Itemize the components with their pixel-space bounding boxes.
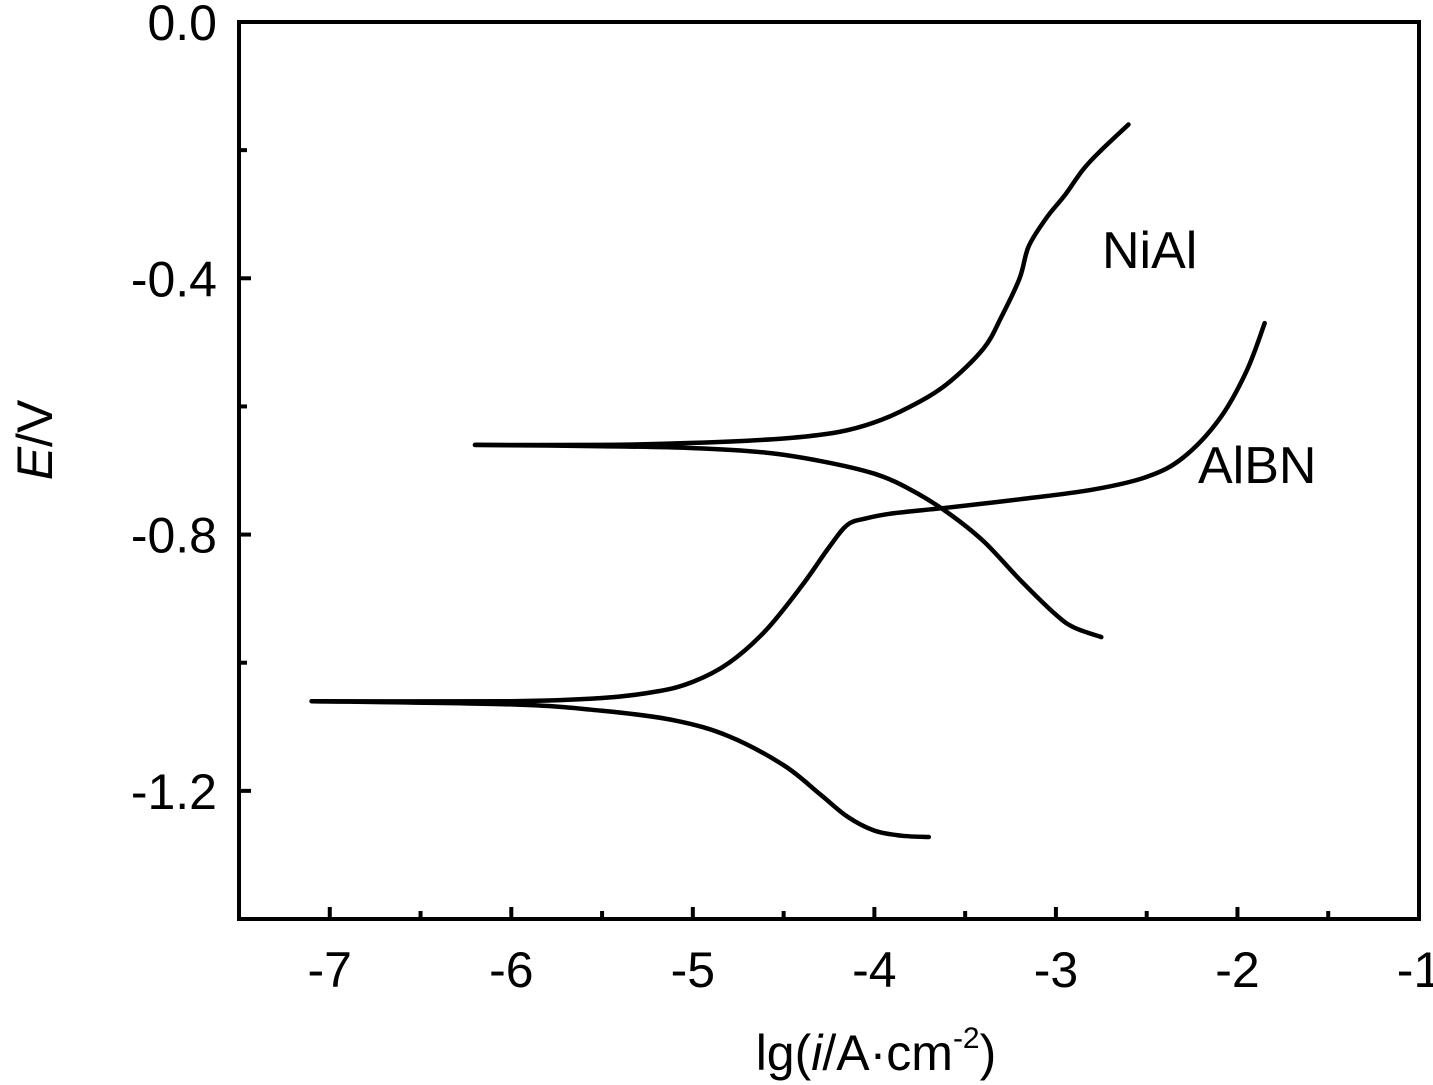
x-tick-label: -6 [489,942,533,998]
x-tick-label: -4 [852,942,896,998]
x-tick-label: -3 [1034,942,1078,998]
nial-cathodic-curve [472,442,1104,640]
axis-tick-labels: -7 -6 -5 -4 -3 -2 -1 0.0 -0.4 -0.8 -1.2 [131,0,1433,998]
x-tick-label: -7 [308,942,352,998]
y-tick-label: -1.2 [131,764,217,820]
x-tick-label: -2 [1215,942,1259,998]
y-tick-label: -0.8 [131,508,217,564]
axis-ticks [239,20,1421,919]
series-labels: NiAl AlBN [1102,222,1316,495]
nial-series-label: NiAl [1102,222,1197,280]
x-axis-title: lg(i/A·cm-2) [756,1022,997,1081]
albn-series-label: AlBN [1198,437,1316,495]
x-tick-label: -5 [671,942,715,998]
y-tick-label: 0.0 [147,0,217,51]
albn-cathodic-curve [309,698,932,840]
plot-frame [237,20,1421,921]
x-tick-label: -1 [1397,942,1433,998]
y-axis-title: E/V [7,399,63,480]
y-tick-label: -0.4 [131,251,217,307]
albn-anodic-curve [309,320,1267,704]
series-curves [309,122,1267,840]
nial-anodic-curve [472,122,1131,448]
